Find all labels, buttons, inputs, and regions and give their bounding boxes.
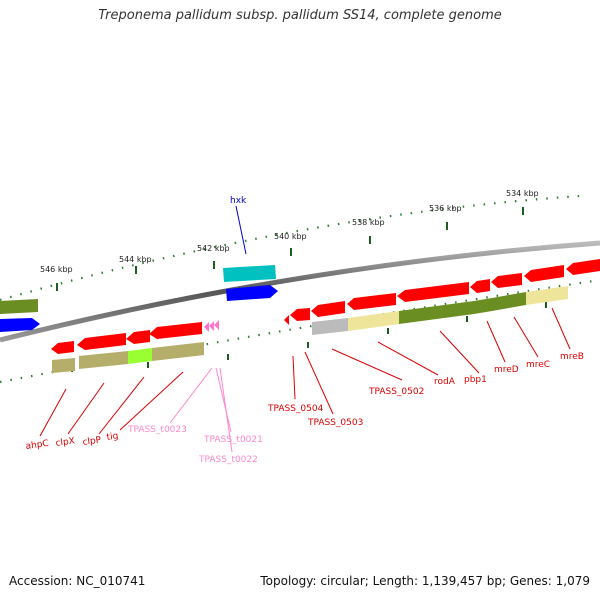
hxk-leader [235, 205, 247, 255]
red-leader-lines [39, 307, 571, 437]
hxk-blue-arrow[interactable] [226, 285, 278, 301]
label-TPASS_0502: TPASS_0502 [368, 387, 424, 397]
left-cds-arrows[interactable] [51, 322, 202, 354]
scale-labels: 546 kbp 544 kbp 542 kbp 540 kbp 538 kbp … [40, 189, 539, 274]
scale-label-544: 544 kbp [119, 255, 152, 264]
genome-summary-text: Topology: circular; Length: 1,139,457 bp… [260, 574, 590, 588]
label-rodA: rodA [434, 377, 456, 387]
map-title: Treponema pallidum subsp. pallidum SS14,… [98, 8, 502, 23]
scale-label-542: 542 kbp [197, 244, 230, 253]
label-mreC: mreC [526, 360, 550, 370]
left-blue-arrow[interactable] [0, 318, 40, 332]
label-pbp1: pbp1 [464, 375, 487, 385]
scale-label-540: 540 kbp [274, 232, 307, 241]
pink-leader-lines [169, 367, 233, 453]
right-cds-arrows[interactable] [284, 259, 600, 325]
left-cog-blocks[interactable] [52, 342, 204, 373]
label-clpX: clpX [55, 436, 76, 449]
label-hxk: hxk [230, 196, 247, 206]
scale-label-536: 536 kbp [429, 204, 462, 213]
label-ahpC: ahpC [25, 439, 49, 452]
scale-label-546: 546 kbp [40, 265, 73, 274]
label-clpP: clpP [82, 435, 102, 448]
right-cog-blocks[interactable] [312, 286, 568, 335]
scale-label-534: 534 kbp [506, 189, 539, 198]
label-TPASS_0503: TPASS_0503 [307, 418, 363, 428]
label-TPASS_0504: TPASS_0504 [267, 404, 324, 414]
label-mreB: mreB [560, 352, 584, 362]
label-tig: tig [106, 431, 119, 443]
scale-label-538: 538 kbp [352, 218, 385, 227]
left-cog-block[interactable] [0, 299, 38, 314]
accession-text: Accession: NC_010741 [9, 574, 146, 588]
label-TPASS_t0021: TPASS_t0021 [203, 435, 263, 445]
trna-arrows[interactable] [204, 320, 219, 332]
label-TPASS_t0023: TPASS_t0023 [127, 425, 187, 435]
genome-backbone [0, 240, 600, 343]
label-TPASS_t0022: TPASS_t0022 [198, 455, 258, 465]
label-mreD: mreD [494, 365, 519, 375]
hxk-cyan-block[interactable] [223, 265, 276, 282]
